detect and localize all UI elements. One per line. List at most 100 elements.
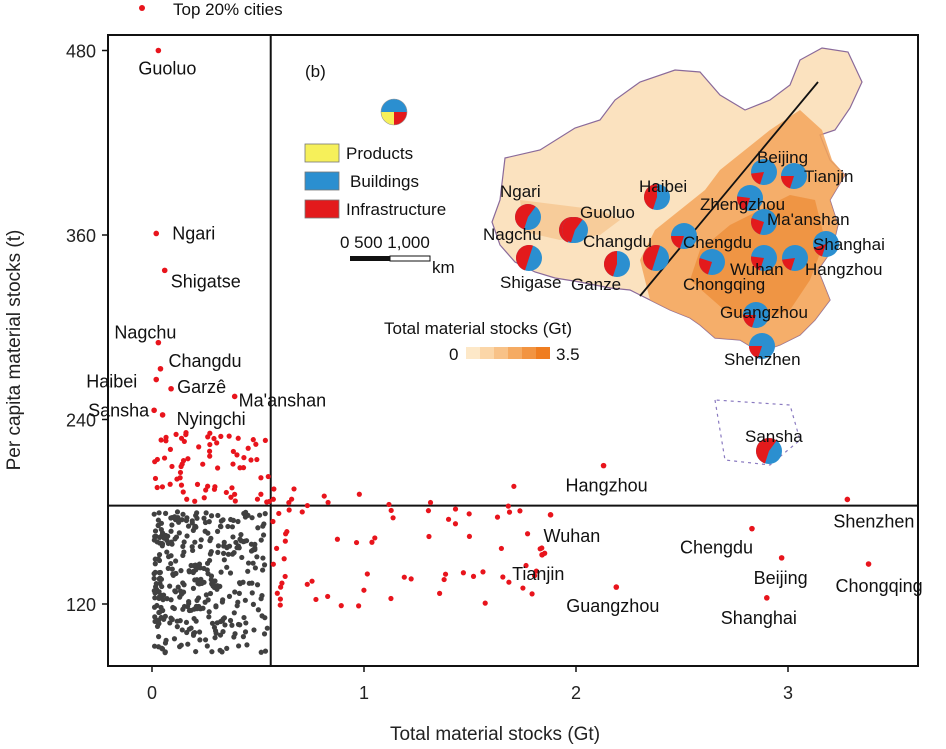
x-tick-label: 2 xyxy=(571,683,581,703)
top-city-point xyxy=(356,603,362,609)
top-city-point xyxy=(442,571,449,577)
point-label: Guangzhou xyxy=(566,596,659,616)
city-point xyxy=(262,511,268,517)
city-point xyxy=(209,649,215,655)
top-city-point xyxy=(480,569,486,575)
city-point xyxy=(180,511,186,517)
city-point xyxy=(243,620,249,626)
city-point xyxy=(221,615,228,621)
top-city-point xyxy=(161,455,168,461)
point-label: Wuhan xyxy=(544,526,601,546)
pie-infrastructure-slice xyxy=(515,204,536,230)
pie-legend-swatch xyxy=(304,199,340,219)
city-point xyxy=(224,564,230,570)
top-city-point xyxy=(205,483,211,489)
top-city-point xyxy=(183,430,189,436)
city-point xyxy=(151,575,157,582)
top-city-point xyxy=(200,461,206,467)
map-city-label: Changdu xyxy=(583,232,652,251)
top-city-point xyxy=(309,578,315,584)
top-city-point xyxy=(353,539,360,546)
top-city-point xyxy=(286,507,292,513)
map-city-label: Haibei xyxy=(639,177,687,196)
pie-legend-swatch xyxy=(304,143,340,163)
hu-line xyxy=(639,81,819,297)
city-point xyxy=(207,557,213,564)
top-city-point xyxy=(274,590,280,596)
city-point xyxy=(228,516,234,523)
pie-legend-swatch xyxy=(304,171,340,191)
city-point xyxy=(159,530,166,536)
city-point xyxy=(258,596,264,602)
pie-infrastructure-slice xyxy=(643,245,661,271)
city-point xyxy=(264,625,270,631)
city-point xyxy=(237,622,243,628)
top-city-point xyxy=(437,590,443,596)
city-point xyxy=(245,568,251,574)
map-city-label: Chengdu xyxy=(683,233,752,252)
city-pie xyxy=(699,249,725,275)
city-point xyxy=(207,551,213,557)
city-point xyxy=(211,624,218,631)
city-point xyxy=(205,597,211,603)
city-point xyxy=(168,560,174,567)
top-city-point xyxy=(289,496,295,502)
city-point xyxy=(152,614,158,620)
top-city-point xyxy=(523,562,529,569)
top-city-point xyxy=(506,509,513,515)
scalebar-unit: km xyxy=(432,258,455,277)
city-point xyxy=(229,551,236,557)
top-city-point xyxy=(445,516,452,522)
plot-frame xyxy=(107,34,919,667)
point-label: Ngari xyxy=(172,223,215,243)
top-city-point xyxy=(388,595,394,602)
city-point xyxy=(193,524,199,530)
pie-infrastructure-slice xyxy=(751,256,764,271)
city-point xyxy=(151,643,158,649)
top-city-point xyxy=(356,491,362,497)
x-tick-label: 1 xyxy=(359,683,369,703)
city-pie xyxy=(751,159,777,185)
city-pie xyxy=(643,245,669,271)
top-city-point xyxy=(390,515,396,521)
colorbar-step xyxy=(466,347,480,359)
city-point xyxy=(207,538,213,544)
top-city-point xyxy=(282,538,288,544)
city-point xyxy=(249,590,255,596)
top-city-point xyxy=(369,539,375,545)
top-city-point xyxy=(232,498,238,504)
city-point xyxy=(181,549,187,555)
top-city-point xyxy=(271,486,277,492)
labeled-city-point xyxy=(547,512,554,518)
city-point xyxy=(189,518,195,524)
top-city-point xyxy=(178,482,185,488)
city-point xyxy=(156,594,163,600)
city-point xyxy=(194,564,200,570)
labeled-city-point xyxy=(159,412,166,418)
city-point xyxy=(188,607,194,613)
top-city-point xyxy=(494,514,501,520)
pie-infrastructure-slice xyxy=(743,315,756,328)
city-point xyxy=(233,539,239,546)
city-point xyxy=(152,561,158,567)
city-point xyxy=(160,597,166,603)
city-point xyxy=(220,629,226,635)
city-point xyxy=(242,597,248,603)
city-point xyxy=(157,609,163,615)
labeled-city-point xyxy=(764,595,770,601)
city-point xyxy=(184,629,190,636)
top-city-point xyxy=(276,510,282,517)
top-city-point xyxy=(192,498,198,504)
top-city-point xyxy=(258,491,264,497)
city-point xyxy=(214,528,221,534)
city-pie xyxy=(782,245,808,271)
top-city-point xyxy=(466,511,472,517)
map-city-label: Sansha xyxy=(745,427,803,446)
city-point xyxy=(261,562,268,568)
city-point xyxy=(260,567,266,573)
city-point xyxy=(214,583,220,589)
city-point xyxy=(178,642,184,648)
top-city-point xyxy=(223,489,229,496)
labeled-city-point xyxy=(153,376,160,383)
top-city-point xyxy=(498,545,504,552)
